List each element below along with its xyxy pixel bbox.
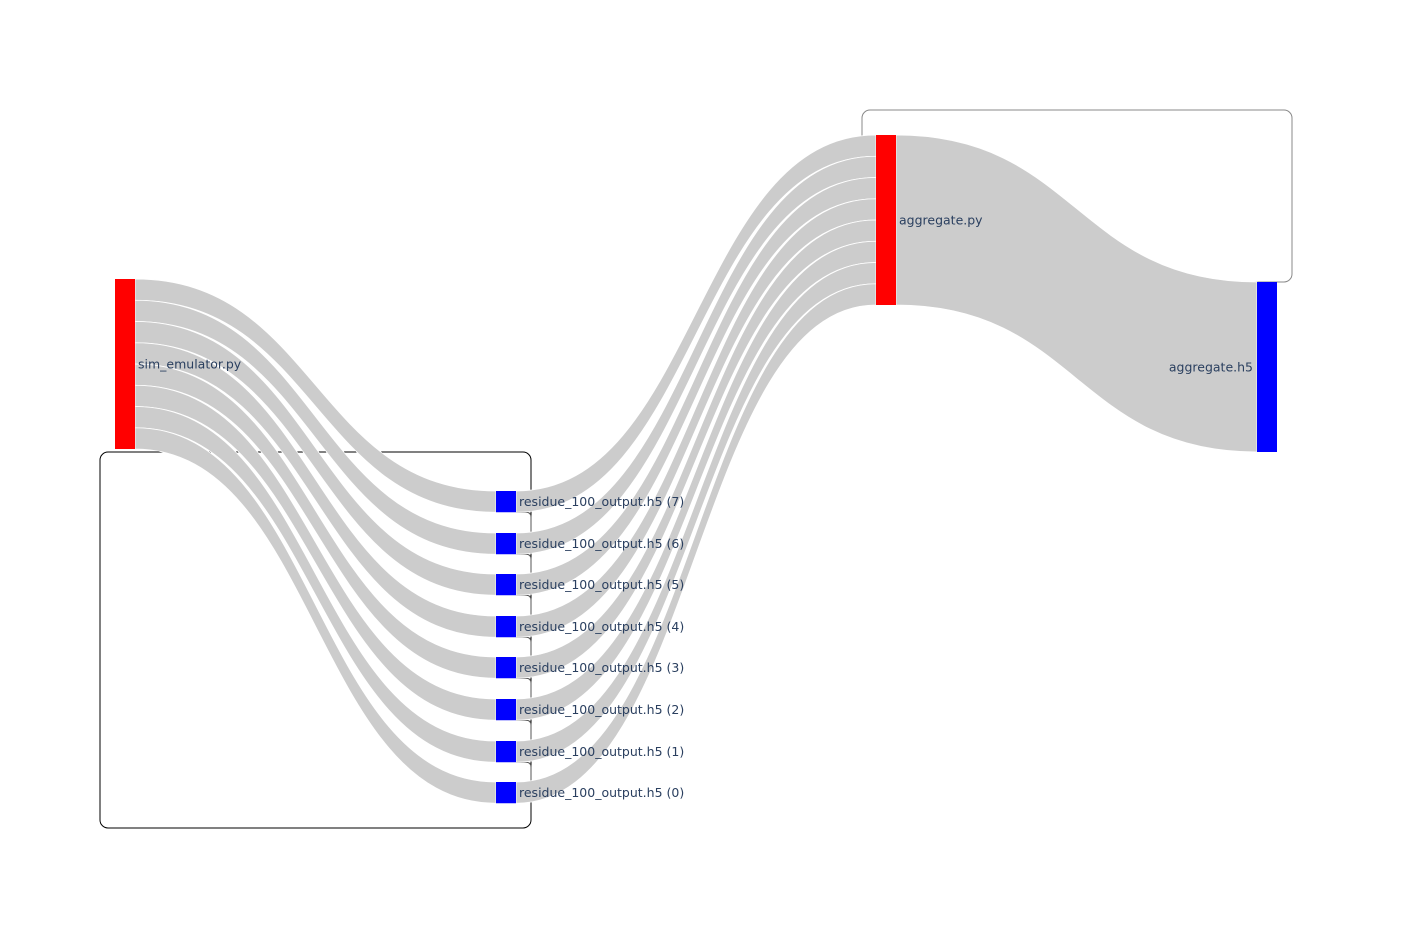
loop-tab-r6 [516,554,531,574]
loop-tab-r1 [516,762,531,782]
node-label-aggh5: aggregate.h5 [1169,360,1253,375]
link-agg-aggh5[interactable] [896,135,1257,452]
node-agg[interactable] [876,135,896,305]
node-r4[interactable] [496,616,516,637]
sankey-links [135,135,1257,803]
node-label-r0: residue_100_output.h5 (0) [519,785,684,800]
node-label-r6: residue_100_output.h5 (6) [519,536,684,551]
node-label-r5: residue_100_output.h5 (5) [519,577,684,592]
node-label-agg: aggregate.py [899,213,983,228]
loop-tab-r2 [516,720,531,740]
node-sim[interactable] [115,279,135,449]
node-r5[interactable] [496,574,516,595]
node-label-sim: sim_emulator.py [138,357,242,372]
node-label-r1: residue_100_output.h5 (1) [519,744,684,759]
node-r1[interactable] [496,741,516,762]
node-label-r7: residue_100_output.h5 (7) [519,494,684,509]
node-label-r4: residue_100_output.h5 (4) [519,619,684,634]
loop-tab-r4 [516,637,531,657]
node-label-r3: residue_100_output.h5 (3) [519,660,684,675]
loop-tab-r7 [516,512,531,532]
node-label-r2: residue_100_output.h5 (2) [519,702,684,717]
node-r3[interactable] [496,657,516,678]
node-r7[interactable] [496,491,516,512]
loop-tab-r5 [516,595,531,615]
node-r2[interactable] [496,699,516,720]
node-r6[interactable] [496,533,516,554]
loop-tab-r3 [516,678,531,698]
node-aggh5[interactable] [1257,282,1277,452]
node-r0[interactable] [496,782,516,803]
